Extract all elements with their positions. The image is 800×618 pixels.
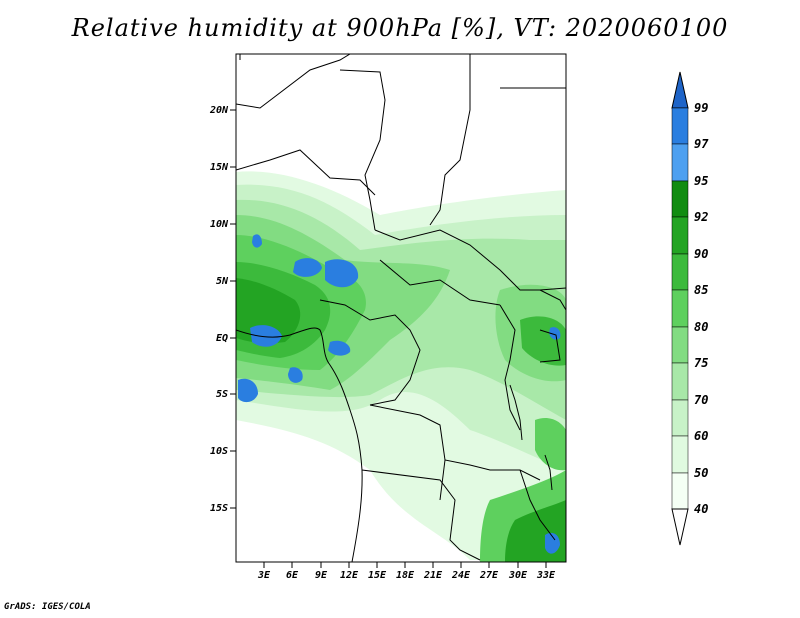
colorbar-label-90: 90 xyxy=(694,247,708,261)
colorbar-label-60: 60 xyxy=(694,429,708,443)
lat-tick-eq: EQ xyxy=(216,333,236,344)
rh-99-patch-1 xyxy=(293,258,322,277)
rh-east-rift-80 xyxy=(535,418,566,471)
colorbar-segment-92-95 xyxy=(671,180,689,218)
colorbar-segment-40-50 xyxy=(671,472,689,510)
colorbar-segment-95-97 xyxy=(671,143,689,182)
colorbar-segment-50-60 xyxy=(671,435,689,474)
lon-label-9e: 9E xyxy=(315,570,328,581)
colorbar: 99 97 95 92 90 85 80 75 70 60 50 40 xyxy=(671,71,709,546)
lon-tick-27e: 27E xyxy=(479,562,499,581)
colorbar-label-80: 80 xyxy=(694,320,708,334)
lat-label-15n: 15N xyxy=(210,162,229,173)
lat-label-5s: 5S xyxy=(216,389,228,400)
lon-tick-9e: 9E xyxy=(315,562,328,581)
colorbar-label-95: 95 xyxy=(694,174,708,188)
colorbar-label-40: 40 xyxy=(694,502,708,516)
longitude-axis: 3E 6E 9E 12E 15E 18E 21E 24E 27E 30E 33E xyxy=(257,562,556,581)
lake-malawi xyxy=(544,454,553,491)
lon-label-21e: 21E xyxy=(423,570,443,581)
lon-tick-6e: 6E xyxy=(286,562,299,581)
colorbar-segment-60-70 xyxy=(671,399,689,437)
latitude-axis: 20N 15N 10N 5N EQ 5S 10S 15S xyxy=(209,105,236,514)
colorbar-segment-70-75 xyxy=(671,362,689,401)
border-mid-5 xyxy=(499,304,521,431)
lat-tick-15s: 15S xyxy=(210,503,236,514)
lat-label-20n: 20N xyxy=(209,105,229,116)
lon-label-33e: 33E xyxy=(536,570,556,581)
rh-99-patch-4 xyxy=(328,340,351,356)
border-mid-2 xyxy=(374,229,566,291)
border-north-2 xyxy=(339,69,386,231)
lon-tick-3e: 3E xyxy=(257,562,271,581)
lat-tick-5n: 5N xyxy=(216,276,236,287)
rh-99-patch-3 xyxy=(250,325,282,347)
lat-label-10n: 10N xyxy=(210,219,229,230)
lon-tick-24e: 24E xyxy=(451,562,471,581)
rh-99-patch-6 xyxy=(288,367,303,383)
colorbar-segment-85-90 xyxy=(671,253,689,291)
lon-tick-12e: 12E xyxy=(340,562,359,581)
lon-label-18e: 18E xyxy=(396,570,415,581)
colorbar-label-99: 99 xyxy=(694,101,708,115)
colorbar-label-70: 70 xyxy=(694,393,708,407)
lat-label-15s: 15S xyxy=(210,503,228,514)
colorbar-segment-80-85 xyxy=(671,289,689,328)
border-mid-1 xyxy=(236,149,376,196)
lon-tick-18e: 18E xyxy=(396,562,415,581)
lon-label-15e: 15E xyxy=(368,570,387,581)
border-south-3 xyxy=(439,459,556,541)
lat-tick-5s: 5S xyxy=(216,389,236,400)
humidity-field xyxy=(236,54,566,562)
border-east-1 xyxy=(539,289,566,363)
lat-tick-10n: 10N xyxy=(210,219,236,230)
country-borders xyxy=(236,54,566,562)
lon-tick-33e: 33E xyxy=(536,562,556,581)
border-mid-3 xyxy=(379,259,501,306)
coastline-west xyxy=(236,54,363,562)
lon-tick-30e: 30E xyxy=(508,562,528,581)
colorbar-bottom-arrow xyxy=(671,508,689,546)
lon-label-6e: 6E xyxy=(286,570,299,581)
colorbar-top-arrow xyxy=(671,71,689,109)
map-title: Relative humidity at 900hPa [%], VT: 202… xyxy=(71,14,729,42)
colorbar-label-92: 92 xyxy=(694,210,708,224)
lat-tick-10s: 10S xyxy=(210,446,236,457)
lake-tanganyika xyxy=(509,384,523,441)
border-mid-4 xyxy=(319,299,421,406)
colorbar-label-97: 97 xyxy=(694,137,709,151)
lat-label-10s: 10S xyxy=(210,446,228,457)
colorbar-segment-97-99 xyxy=(671,107,689,145)
lon-label-3e: 3E xyxy=(257,570,271,581)
border-north-3 xyxy=(429,54,471,226)
border-south-1 xyxy=(369,404,541,481)
rh-99-patch-7 xyxy=(545,532,560,554)
grads-credit: GrADS: IGES/COLA xyxy=(4,602,91,612)
border-north-1 xyxy=(236,54,351,109)
colorbar-label-50: 50 xyxy=(694,466,708,480)
lon-label-30e: 30E xyxy=(508,570,528,581)
lat-label-eq: EQ xyxy=(216,333,228,344)
colorbar-label-85: 85 xyxy=(694,283,708,297)
lon-tick-21e: 21E xyxy=(423,562,443,581)
rh-99-patch-2 xyxy=(325,259,359,288)
colorbar-segment-90-92 xyxy=(671,216,689,255)
lon-label-24e: 24E xyxy=(451,570,471,581)
lat-tick-15n: 15N xyxy=(210,162,236,173)
lat-tick-20n: 20N xyxy=(209,105,236,116)
rh-99-patch-9 xyxy=(549,327,561,340)
rh-band-90 xyxy=(236,278,301,344)
border-south-2 xyxy=(361,469,481,561)
lat-label-5n: 5N xyxy=(216,276,229,287)
colorbar-segment-75-80 xyxy=(671,326,689,364)
rh-99-patch-5 xyxy=(238,378,258,403)
lon-tick-15e: 15E xyxy=(368,562,387,581)
colorbar-label-75: 75 xyxy=(694,356,708,370)
lon-label-12e: 12E xyxy=(340,570,359,581)
rh-99-patch-8 xyxy=(252,234,262,248)
lon-label-27e: 27E xyxy=(479,570,499,581)
map-frame xyxy=(235,53,567,563)
